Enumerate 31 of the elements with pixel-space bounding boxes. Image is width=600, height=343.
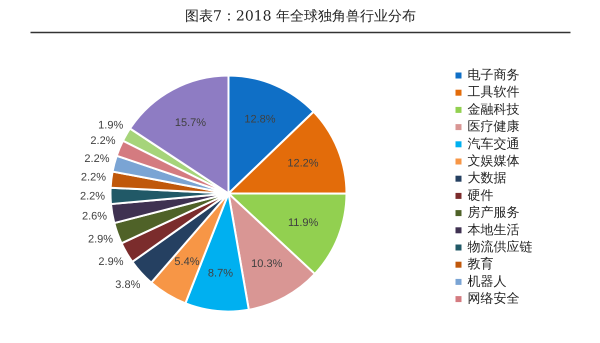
data-label: 2.2%: [80, 172, 106, 184]
data-label: 11.9%: [288, 216, 319, 229]
legend-label: 硬件: [468, 188, 494, 204]
data-label: 12.8%: [244, 114, 276, 126]
legend-label: 本地生活: [468, 222, 520, 238]
data-label: 10.3%: [251, 258, 283, 270]
legend-label: 电子商务: [468, 68, 520, 83]
legend-label: 大数据: [468, 171, 506, 186]
legend-label: 工具软件: [468, 85, 520, 100]
data-label: 2.2%: [80, 190, 106, 202]
data-label: 15.7%: [174, 116, 206, 129]
legend-label: 物流供应链: [468, 239, 532, 255]
legend-label: 医疗健康: [468, 120, 520, 135]
data-label: 2.2%: [84, 153, 110, 166]
data-label: 2.6%: [82, 210, 108, 223]
data-label: 2.2%: [90, 135, 116, 148]
legend-label: 网络安全: [468, 290, 520, 307]
legend-label: 教育: [468, 256, 494, 272]
data-label: 2.9%: [88, 233, 114, 246]
data-label: 5.4%: [174, 256, 200, 268]
data-label: 12.2%: [287, 158, 319, 170]
legend-label: 金融科技: [468, 102, 520, 118]
legend-label: 房产服务: [468, 204, 520, 221]
data-label: 2.9%: [98, 256, 124, 268]
data-label: 1.9%: [98, 120, 124, 132]
legend-label: 汽车交通: [468, 136, 520, 152]
data-label: 3.8%: [115, 278, 141, 291]
data-label: 8.7%: [208, 267, 234, 280]
chart-title: 图表7：2018 年全球独角兽行业分布: [185, 8, 416, 24]
legend-label: 机器人: [468, 274, 506, 290]
legend-label: 文娱媒体: [468, 154, 520, 169]
